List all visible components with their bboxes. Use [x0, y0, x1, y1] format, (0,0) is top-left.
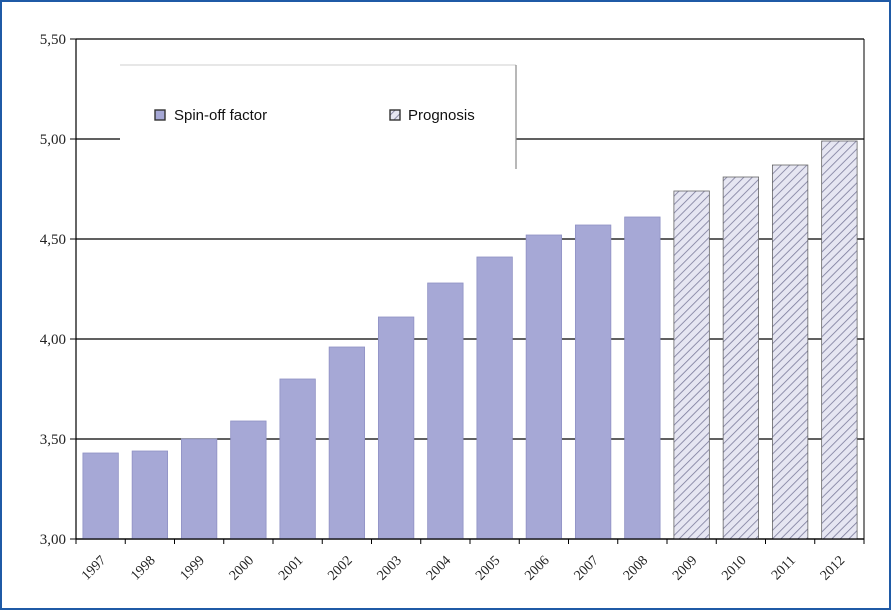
x-tick-label: 1998 [128, 553, 158, 583]
bar-spin-off-1999 [180, 438, 218, 540]
legend-box [120, 65, 516, 169]
bar-prognosis-2011 [771, 164, 809, 540]
x-tick-label: 2001 [276, 553, 306, 583]
bar-spin-off-2001 [279, 378, 316, 540]
x-tick-label: 2005 [473, 553, 503, 583]
bar-spin-off-2004 [427, 282, 464, 540]
bar-prognosis-2012 [821, 140, 858, 540]
bar-spin-off-1997 [82, 452, 119, 540]
y-tick-label: 5,50 [40, 32, 66, 48]
bar-spin-off-2000 [230, 420, 267, 540]
legend-label-spin-off: Spin-off factor [174, 107, 267, 124]
x-tick-label: 1999 [178, 553, 208, 583]
x-tick-label: 2012 [818, 553, 848, 583]
y-tick-label: 5,00 [40, 132, 66, 148]
x-tick-label: 2004 [424, 553, 454, 583]
x-tick-label: 2011 [769, 553, 799, 583]
x-tick-label: 1997 [79, 553, 109, 583]
x-tick-label: 2006 [522, 553, 552, 583]
bar-spin-off-2008 [624, 216, 661, 540]
x-tick-label: 2007 [572, 553, 602, 583]
bar-spin-off-2005 [476, 256, 513, 540]
y-tick-label: 3,00 [40, 532, 66, 548]
legend: Spin-off factor Prognosis [120, 64, 517, 169]
y-tick-label: 3,50 [40, 432, 66, 448]
y-tick-label: 4,00 [40, 332, 66, 348]
bar-spin-off-2003 [377, 316, 415, 540]
x-tick-label: 2009 [670, 553, 700, 583]
y-tick-label: 4,50 [40, 232, 66, 248]
bar-spin-off-1998 [131, 450, 169, 540]
bar-spin-off-2007 [574, 224, 612, 540]
bar-prognosis-2010 [722, 176, 760, 540]
legend-label-prognosis: Prognosis [408, 107, 475, 124]
bar-prognosis-2009 [673, 190, 710, 540]
legend-swatch-prognosis [389, 109, 401, 121]
x-tick-label: 2002 [325, 553, 355, 583]
bar-spin-off-2002 [328, 346, 366, 540]
bar-spin-off-2006 [525, 234, 563, 540]
bars [82, 140, 858, 540]
x-tick-label: 2010 [719, 553, 749, 583]
legend-swatch-spin-off [154, 109, 166, 121]
x-tick-label: 2008 [621, 553, 651, 583]
x-tick-label: 2003 [375, 553, 405, 583]
x-tick-label: 2000 [227, 553, 257, 583]
